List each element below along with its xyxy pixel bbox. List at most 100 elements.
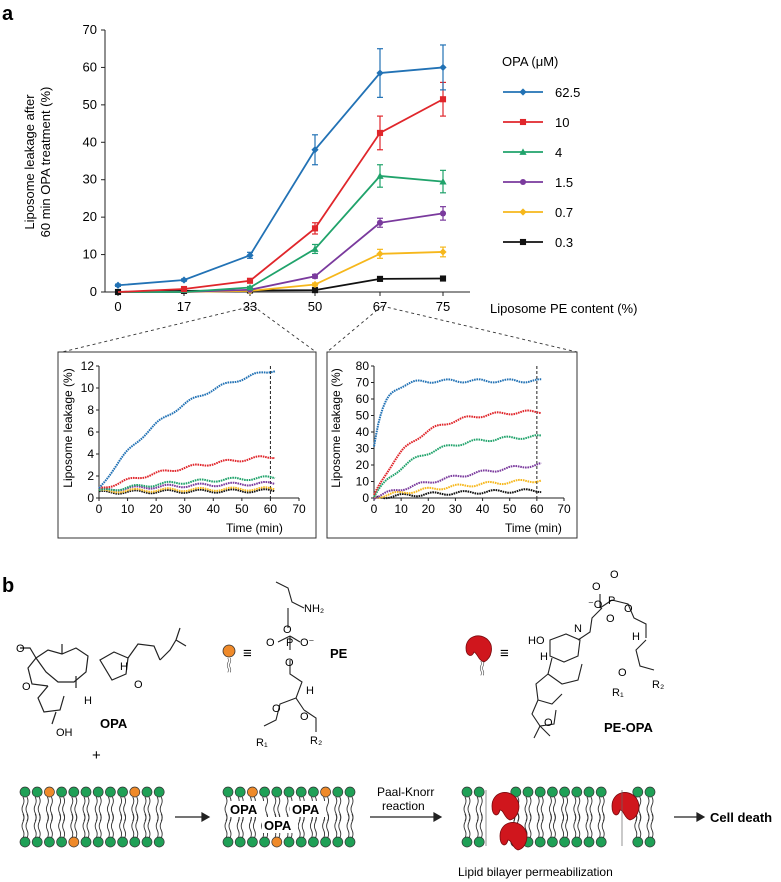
lipid-head-upper: [117, 786, 128, 798]
membrane-opa-label-2: OPA: [264, 818, 292, 833]
inset-ytick-label: 80: [356, 359, 370, 373]
peopa-atom-o3: O: [606, 613, 615, 625]
inset-series-4: [98, 475, 276, 492]
inset-xtick-label: 60: [264, 502, 278, 516]
pe-lipid-icon: [222, 644, 236, 673]
lipid-head-lower: [56, 836, 67, 848]
lipid-pair: [534, 786, 546, 848]
series-line-62.5: [117, 66, 444, 287]
series-10: [117, 81, 447, 293]
pe-atom-o3: O: [285, 657, 294, 669]
lipid-tails-lower: [94, 813, 102, 839]
lipid-tails-lower: [45, 813, 53, 839]
peopa-atom-h2: H: [632, 631, 640, 643]
data-point: [439, 63, 447, 72]
series-62.5: [114, 44, 447, 289]
lipid-tails-lower: [322, 813, 330, 839]
lipid-head-upper: [583, 786, 595, 798]
legend-label: 62.5: [555, 85, 580, 100]
lipid-pair: [320, 786, 331, 848]
lipid-pair: [56, 786, 67, 848]
pe-atom-o1: O: [283, 624, 292, 636]
lipid-head-lower: [247, 836, 258, 848]
lipid-tails-lower: [21, 813, 29, 839]
data-point: [246, 277, 254, 284]
lipid-head-upper: [308, 786, 319, 798]
lipid-tails-lower: [297, 813, 305, 839]
inset-ytick-label: 0: [362, 491, 369, 505]
lipid-pair: [19, 786, 31, 848]
main-ytick-label: 40: [83, 134, 97, 149]
pe-atom-r2: R₂: [310, 735, 322, 747]
lipid-head-upper: [344, 786, 356, 798]
lipid-head-lower: [332, 836, 344, 848]
inset-xtick-label: 30: [449, 502, 463, 516]
lipid-head-upper: [320, 786, 331, 798]
lipid-pair: [129, 786, 141, 848]
lipid-pair: [105, 786, 116, 848]
legend-swatch-marker: [519, 208, 527, 216]
data-point: [246, 251, 254, 259]
lipid-head-lower: [259, 836, 270, 848]
lipid-tails-upper: [463, 796, 471, 822]
lipid-tails-upper: [597, 796, 605, 822]
lipid-pair: [141, 786, 153, 848]
inset-ytick-label: 40: [356, 425, 370, 439]
lipid-tails-lower: [236, 813, 244, 839]
plus-sign: +: [92, 747, 101, 764]
lipid-pair: [344, 786, 356, 848]
lipid-tails-upper: [70, 796, 78, 822]
series-line-0.3: [117, 277, 444, 293]
pe-structure: [263, 581, 317, 732]
lipid-head-lower: [80, 836, 92, 848]
lipid-pair: [559, 786, 570, 848]
reaction-label-line1: Paal-Knorr: [377, 785, 434, 799]
membrane-opa-label-3: OPA: [292, 802, 320, 817]
peopa-atom-minus-o: ⁻O: [588, 599, 603, 611]
lipid-tails-lower: [475, 813, 483, 839]
lipid-tails-lower: [346, 813, 354, 839]
lipid-head-upper: [56, 786, 67, 798]
lipid-tails-upper: [334, 796, 342, 822]
data-point: [180, 285, 188, 293]
legend-item-4: 4: [503, 145, 562, 160]
opa-structure: [20, 627, 187, 725]
lipid-pair: [44, 786, 55, 848]
inset-ytick-label: 8: [87, 403, 94, 417]
inset-xtick-label: 30: [178, 502, 192, 516]
inset-xtick-label: 10: [121, 502, 135, 516]
inset-ytick-label: 60: [356, 392, 370, 406]
lipid-head-upper: [129, 786, 141, 798]
lipid-head-lower: [595, 836, 607, 848]
series-line-0.7: [118, 251, 444, 293]
data-point: [376, 69, 384, 77]
legend-item-0.3: 0.3: [503, 235, 573, 250]
lipid-tails-upper: [573, 796, 581, 822]
data-point: [246, 283, 254, 291]
pe-atom-h: H: [306, 685, 314, 697]
lipid-tails-lower: [334, 813, 342, 839]
inset-xtick-label: 40: [207, 502, 221, 516]
lipid-tails-lower: [561, 813, 569, 839]
lipid-tails-upper: [131, 796, 139, 822]
lipid-head-upper: [19, 786, 31, 798]
lipid-pair: [222, 786, 234, 848]
lipid-tails-upper: [58, 796, 66, 822]
peopa-atom-h: H: [540, 651, 548, 663]
inset-right-xlabel: Time (min): [505, 521, 562, 535]
inset-series-0.7: [373, 478, 542, 499]
lipid-head-lower: [153, 836, 165, 848]
lipid-head-lower: [295, 836, 307, 848]
reaction-label-line2: reaction: [382, 799, 425, 813]
inset-series-0.3: [98, 488, 276, 495]
lipid-tails-upper: [143, 796, 151, 822]
peopa-icon: [465, 635, 492, 676]
lipid-tails-lower: [155, 813, 163, 839]
data-point: [439, 96, 447, 103]
lipid-head-upper: [44, 786, 55, 798]
lipid-tails-lower: [131, 813, 139, 839]
lipid-pair: [583, 786, 595, 848]
lipid-pair: [234, 786, 246, 848]
main-ytick-label: 50: [83, 97, 97, 112]
